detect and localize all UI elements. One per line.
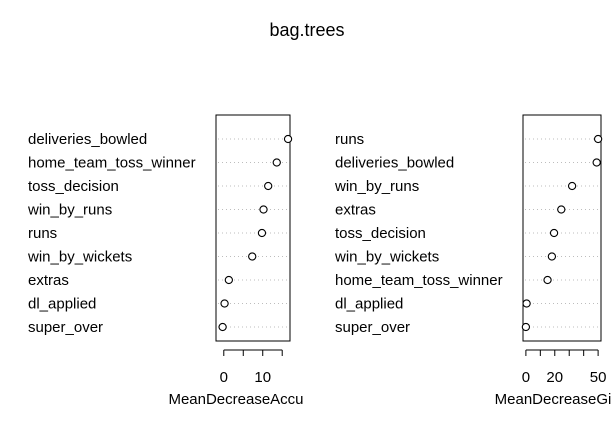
x-tick-label: 0 [522,369,530,386]
gini-x-label: MeanDecreaseGi [495,391,612,408]
gini-guides [525,138,599,328]
x-tick-label: 10 [254,369,271,386]
category-label: toss_decision [28,178,119,195]
category-label: runs [335,131,364,148]
category-label: dl_applied [335,296,403,313]
category-label: win_by_wickets [27,249,132,266]
figure-title: bag.trees [269,20,344,40]
category-label: deliveries_bowled [335,155,454,172]
accuracy-plot-frame [215,114,291,342]
accuracy-guides [218,138,288,328]
gini-x-axis: 0 20 50 [522,349,607,386]
data-point [248,252,257,261]
category-label: toss_decision [335,225,426,242]
data-point [272,158,281,167]
x-tick-label: 50 [590,369,607,386]
data-point [547,252,557,261]
category-label: home_team_toss_winner [335,272,503,289]
data-point [521,322,531,332]
accuracy-points [218,134,293,332]
category-label: win_by_runs [27,202,112,219]
data-point [220,299,229,308]
category-label: deliveries_bowled [28,131,147,148]
data-point [549,228,559,238]
data-point [593,134,603,144]
accuracy-labels: deliveries_bowled home_team_toss_winnerto… [27,131,196,336]
category-label: super_over [28,319,103,336]
accuracy-x-axis: 0 10 [220,349,283,386]
x-tick-label: 0 [220,369,228,386]
category-label: win_by_wickets [334,249,439,266]
category-label: dl_applied [28,296,96,313]
data-point [283,134,293,144]
accuracy-panel: deliveries_bowled home_team_toss_winnerto… [27,114,304,408]
gini-points [521,134,603,332]
data-point [259,205,268,214]
category-label: win_by_runs [334,178,419,195]
data-point [257,228,267,238]
data-point [264,181,273,191]
category-label: extras [335,202,376,219]
data-point [224,275,234,285]
accuracy-x-label: MeanDecreaseAccu [168,391,303,408]
category-label: home_team_toss_winner [28,155,196,172]
data-point [218,322,227,332]
data-point [557,205,566,214]
category-label: extras [28,272,69,289]
gini-plot-frame [522,114,602,342]
category-label: runs [28,225,57,242]
data-point [567,181,577,191]
x-tick-label: 20 [546,369,563,386]
category-label: super_over [335,319,410,336]
data-point [592,158,601,167]
data-point [522,299,531,308]
data-point [543,275,552,285]
